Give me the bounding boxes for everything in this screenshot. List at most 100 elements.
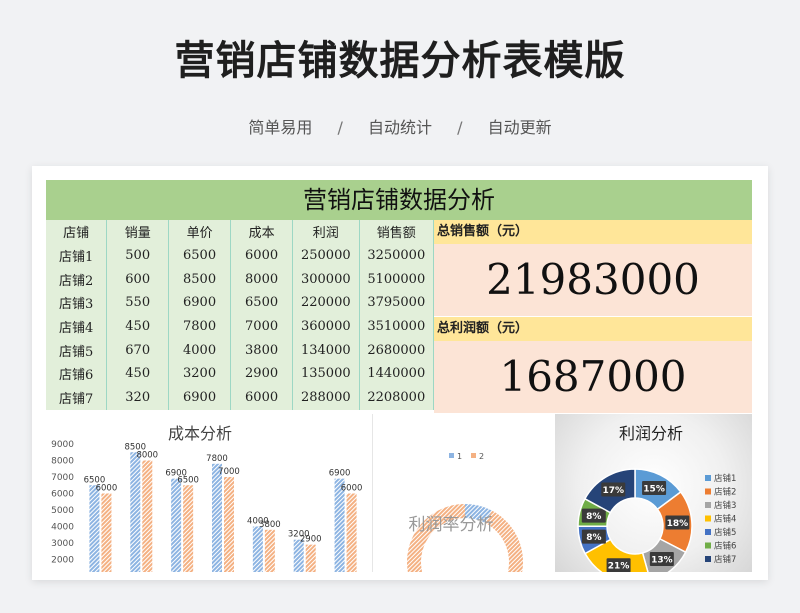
table-cell: 3250000 — [359, 243, 435, 268]
bar — [224, 477, 234, 572]
table-cell: 300000 — [292, 267, 360, 292]
sheet-header: 营销店铺数据分析 — [46, 180, 752, 221]
bar-data-label: 6500 — [84, 475, 106, 485]
donut-data-label: 21% — [608, 562, 630, 572]
table-cell: 288000 — [292, 385, 360, 410]
donut-label-box — [649, 551, 674, 566]
bar — [293, 539, 304, 572]
bar — [130, 452, 141, 572]
profit-donut-chart: 15% 18% 13% 21% 8% 8% 17% 店铺1 店铺2 店铺3 店铺4 店铺5 店铺6 店铺7 — [577, 468, 736, 572]
table-cell: 2680000 — [359, 338, 435, 363]
template-preview-card: 营销店铺数据分析 店铺 销量 单价 成本 利润 销售额 店铺1 500 6500 60… — [32, 166, 768, 580]
total-sales-label: 总销售额（元） — [434, 220, 752, 244]
y-tick-label: 9000 — [51, 440, 74, 450]
legend-label: 店铺1 — [714, 473, 736, 484]
bar-data-label: 3200 — [288, 530, 310, 540]
legend-swatch — [705, 529, 711, 535]
legend-label: 1 — [457, 452, 462, 461]
bar — [334, 478, 345, 572]
table-cell: 店铺1 — [46, 243, 108, 268]
bar — [142, 460, 153, 572]
charts-area: 成本分析 2000 3000 4000 5000 6000 7000 8000 9000 650… — [46, 414, 752, 572]
col-header-cost: 成本 — [230, 220, 294, 244]
table-header-row: 店铺 销量 单价 成本 利润 销售额 — [46, 220, 435, 244]
table-cell: 店铺7 — [46, 385, 108, 410]
table-cell: 店铺3 — [46, 291, 108, 315]
donut-label-box — [581, 508, 606, 523]
table-cell: 670 — [106, 338, 170, 363]
page-subtitle: 简单易用 / 自动统计 / 自动更新 — [0, 114, 800, 138]
y-tick-label: 8000 — [51, 457, 74, 467]
donut-label-box — [606, 558, 631, 572]
table-cell: 135000 — [292, 362, 360, 386]
col-header-store: 店铺 — [46, 220, 108, 244]
table-cell: 店铺5 — [46, 338, 108, 363]
donut-data-label: 8% — [586, 533, 601, 543]
bar-data-label: 6900 — [329, 469, 351, 479]
total-profit-label: 总利润额（元） — [434, 317, 752, 341]
bar-data-label: 6000 — [341, 484, 363, 494]
legend-swatch — [471, 453, 476, 458]
col-header-volume: 销量 — [106, 220, 170, 244]
table-cell: 3200 — [168, 362, 232, 386]
bar-data-label: 8500 — [124, 442, 146, 452]
table-cell: 1440000 — [359, 362, 435, 386]
table-row: 店铺3 550 6900 6500 220000 3795000 — [46, 291, 435, 315]
bar-data-label: 6000 — [96, 484, 118, 494]
table-cell: 7800 — [168, 314, 232, 339]
store-data-table: 店铺 销量 单价 成本 利润 销售额 店铺1 500 6500 6000 250000 3… — [46, 220, 435, 410]
table-cell: 450 — [106, 314, 170, 339]
table-cell: 6000 — [230, 385, 294, 410]
profit-rate-chart: 1 2 利润率分析 — [407, 452, 523, 572]
table-row: 店铺2 600 8500 8000 300000 5100000 — [46, 267, 435, 292]
table-row: 店铺7 320 6900 6000 288000 2208000 — [46, 385, 435, 410]
bar-data-label: 3800 — [259, 520, 281, 530]
table-cell: 6500 — [168, 243, 232, 268]
legend-label: 2 — [479, 452, 484, 461]
chart-divider — [372, 414, 373, 572]
legend-swatch — [705, 475, 711, 481]
bar-data-label: 7000 — [218, 467, 240, 477]
legend-label: 店铺3 — [714, 500, 736, 511]
donut-label-box — [665, 515, 690, 530]
table-cell: 店铺2 — [46, 267, 108, 292]
bar — [305, 544, 316, 572]
legend-swatch — [705, 556, 711, 562]
table-cell: 3800 — [230, 338, 294, 363]
legend-swatch — [705, 488, 711, 495]
profit-rate-title: 利润率分析 — [409, 515, 494, 535]
table-cell: 店铺4 — [46, 314, 108, 339]
table-cell: 360000 — [292, 314, 360, 339]
table-row: 店铺4 450 7800 7000 360000 3510000 — [46, 314, 435, 339]
bar-data-label: 4000 — [247, 517, 269, 527]
donut-data-label: 13% — [651, 555, 673, 565]
col-header-profit: 利润 — [292, 220, 360, 244]
table-cell: 220000 — [292, 291, 360, 315]
table-cell: 134000 — [292, 338, 360, 363]
table-cell: 2900 — [230, 362, 294, 386]
table-cell: 6000 — [230, 243, 294, 268]
subtitle-item-auto-update: 自动更新 — [487, 118, 552, 137]
legend-swatch — [705, 502, 711, 508]
y-tick-label: 7000 — [51, 473, 74, 483]
page-title: 营销店铺数据分析表模版 — [174, 38, 626, 84]
bar-data-label: 6500 — [177, 475, 199, 485]
bar-data-label: 2900 — [300, 535, 322, 545]
subtitle-separator: / — [457, 118, 463, 137]
table-cell: 5100000 — [359, 267, 435, 292]
table-row: 店铺6 450 3200 2900 135000 1440000 — [46, 362, 435, 386]
table-cell: 8000 — [230, 267, 294, 292]
bar — [264, 529, 275, 572]
table-cell: 450 — [106, 362, 170, 386]
table-cell: 店铺6 — [46, 362, 108, 386]
table-cell: 2208000 — [359, 385, 435, 410]
donut-data-label: 8% — [586, 512, 601, 522]
table-cell: 500 — [106, 243, 170, 268]
table-cell: 600 — [106, 267, 170, 292]
col-header-sales: 销售额 — [359, 220, 435, 244]
bar — [89, 485, 100, 572]
col-header-price: 单价 — [168, 220, 232, 244]
table-cell: 3510000 — [359, 314, 435, 339]
bar — [171, 478, 182, 572]
total-sales-value: 21983000 — [434, 244, 752, 316]
